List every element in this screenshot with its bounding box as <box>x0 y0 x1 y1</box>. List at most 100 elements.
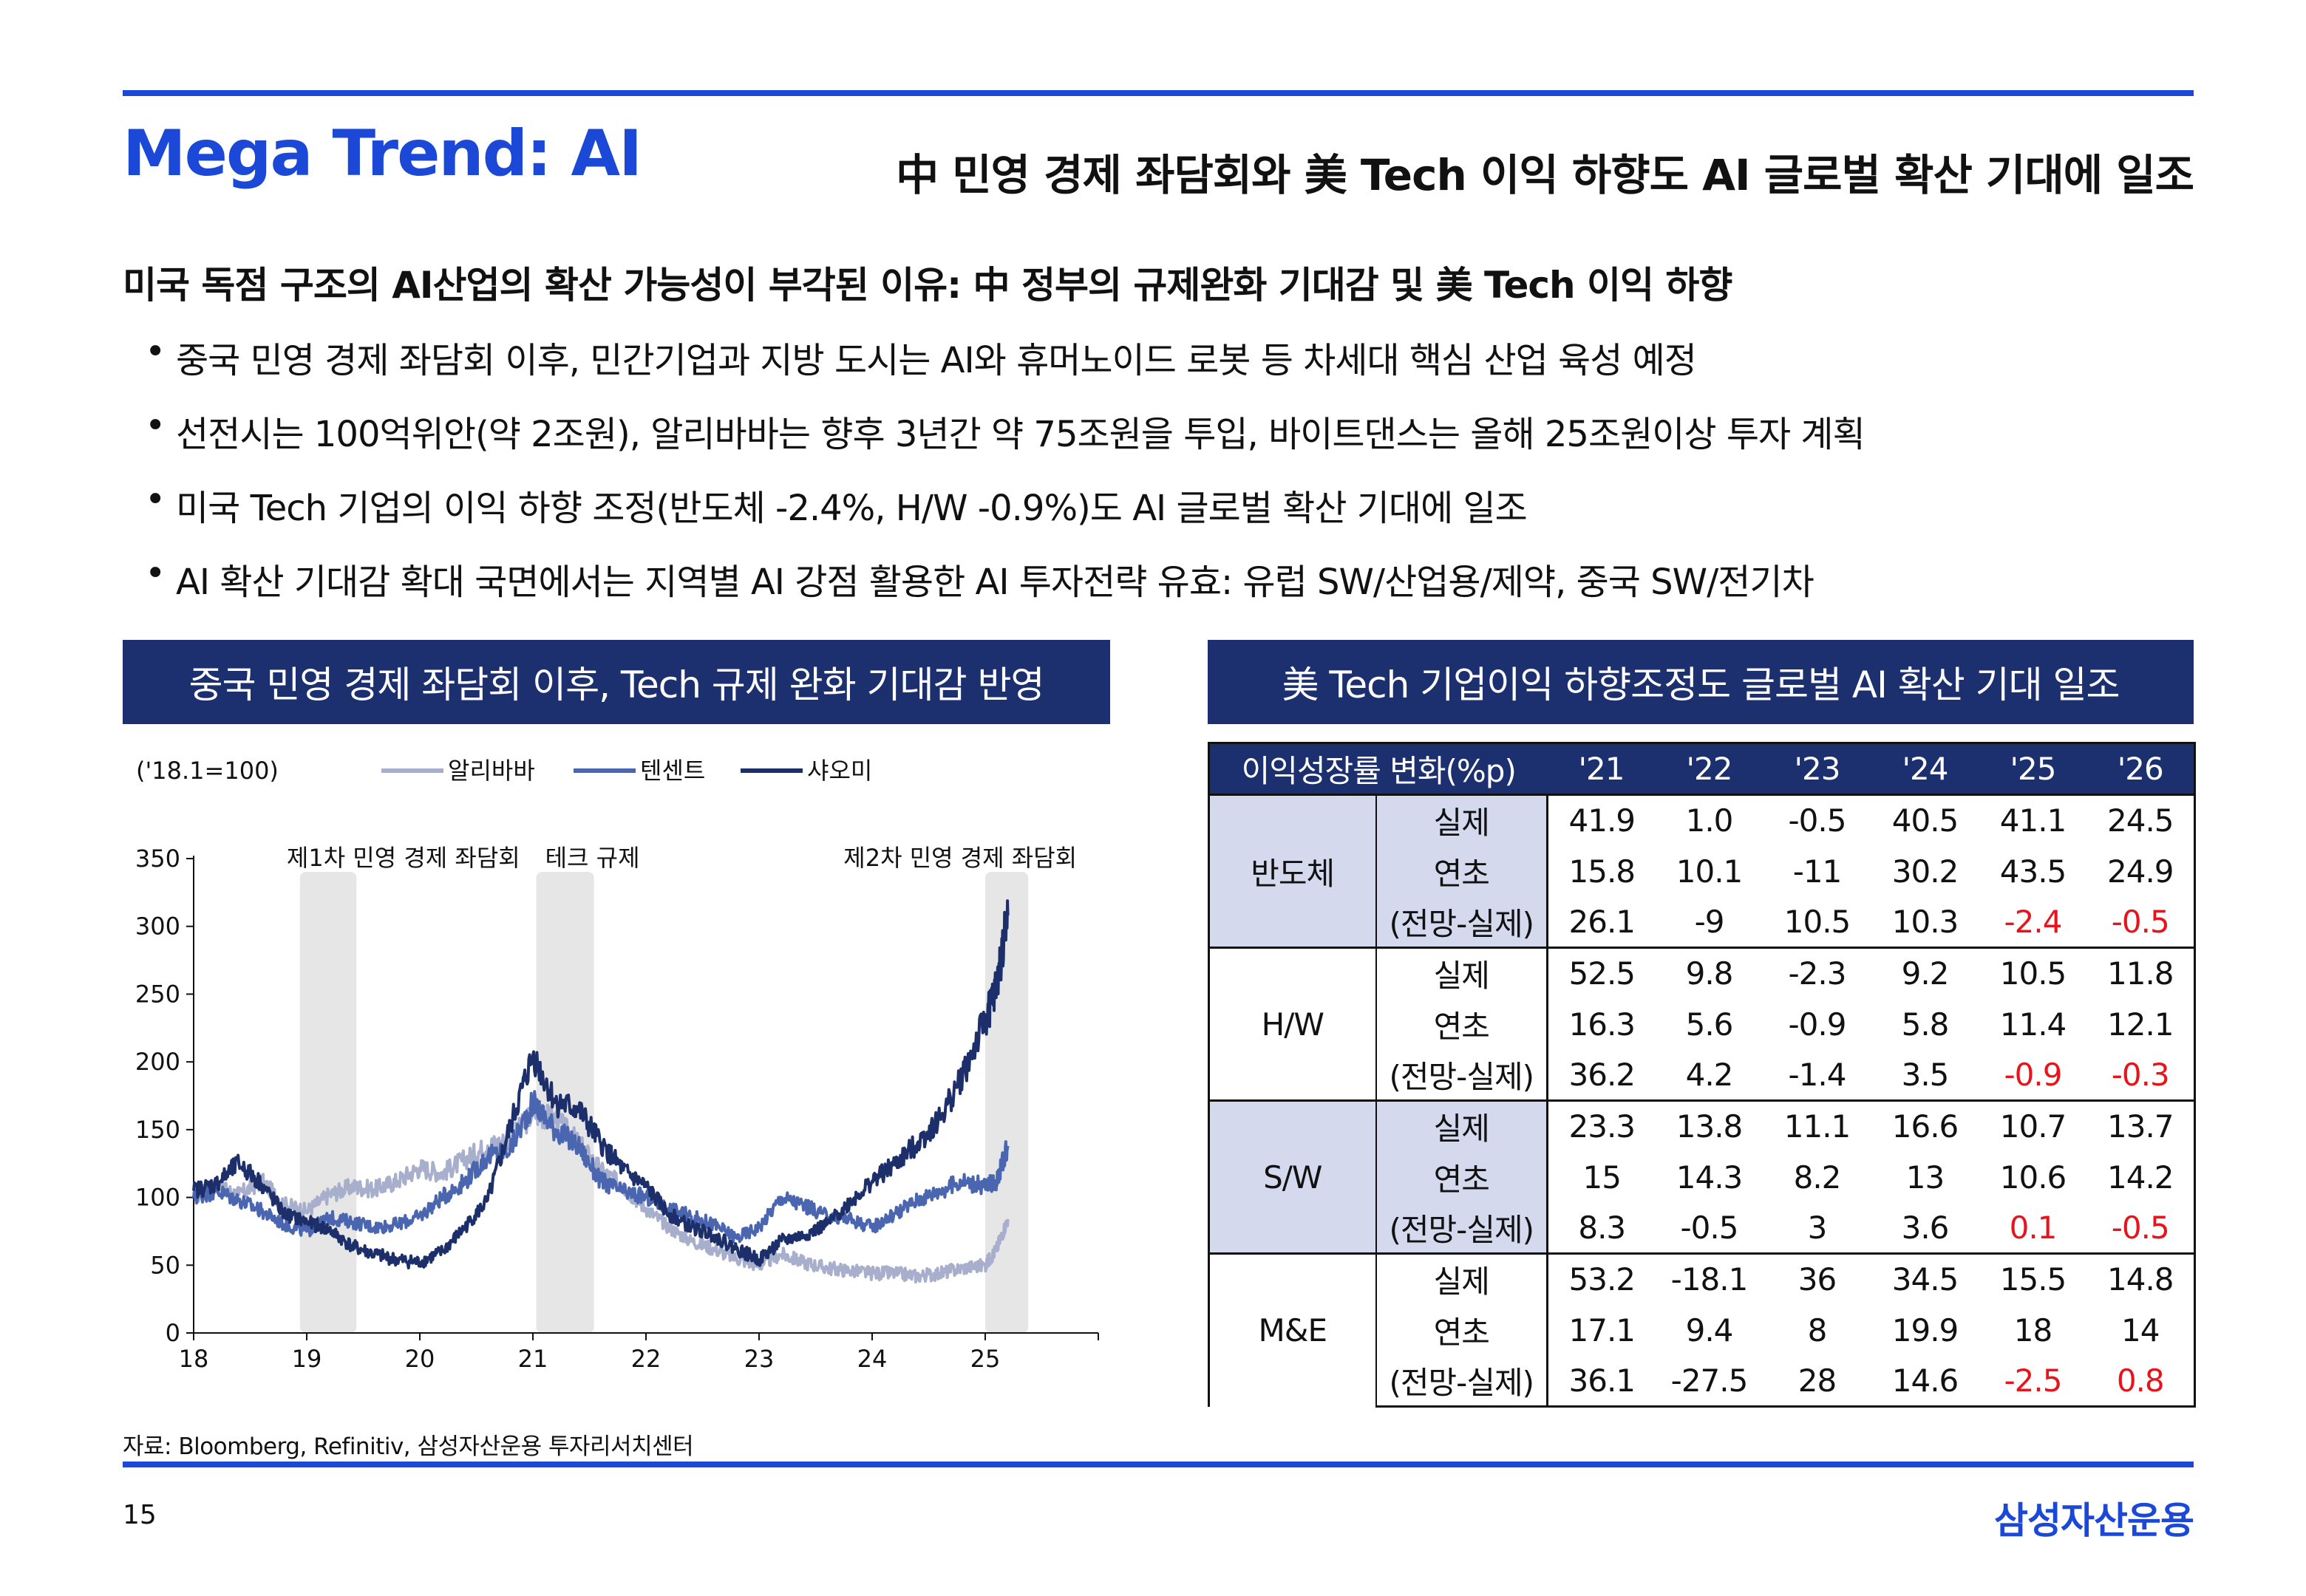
bullet-text: 선전시는 100억위안(약 2조원), 알리바바는 향후 3년간 약 75조원을… <box>176 414 1865 455</box>
table-header-cell: 이익성장률 변화(%p) <box>1208 743 1548 795</box>
table-header-cell: '23 <box>1763 743 1871 795</box>
x-tick-label: 20 <box>405 1345 435 1373</box>
page-title: Mega Trend: AI <box>123 117 642 191</box>
legend-label: 텐센트 <box>640 757 705 785</box>
bullet-item: • AI 확산 기대감 확대 국면에서는 지역별 AI 강점 활용한 AI 투자전… <box>145 553 2214 627</box>
value-cell: 9.4 <box>1685 1312 1734 1348</box>
table-row: 반도체 실제 41.9 1.0 -0.5 40.5 41.1 24.5 <box>1208 794 2197 948</box>
series-line-3 <box>192 899 1010 1269</box>
value-cell: -1.4 <box>1788 1056 1847 1093</box>
value-cell: 34.5 <box>1871 1252 1979 1305</box>
bullet-item: • 선전시는 100억위안(약 2조원), 알리바바는 향후 3년간 약 75조원… <box>145 405 2214 479</box>
table-row: (전망-실제) 36.1 -27.5 28 14.6 -2.5 0.8 <box>1209 1355 2197 1408</box>
sector-cell: 반도체 <box>1208 794 1377 948</box>
metric-cell: 실제 <box>1375 794 1549 846</box>
value-cell: 36.2 <box>1568 1056 1636 1093</box>
value-cell: -18.1 <box>1655 1252 1763 1305</box>
x-tick-label: 25 <box>970 1345 1001 1373</box>
bullet-text: 중국 민영 경제 좌담회 이후, 민간기업과 지방 도시는 AI와 휴머노이드 … <box>176 340 1697 381</box>
table-row: H/W 실제 52.5 9.8 -2.3 9.2 10.5 11.8 <box>1208 947 2197 1101</box>
metric-cell: (전망-실제) <box>1375 896 1549 948</box>
value-cell: 3.5 <box>1901 1056 1950 1093</box>
top-divider <box>123 90 2194 96</box>
table-row: (전망-실제) 26.1 -9 10.5 10.3 -2.4 -0.5 <box>1209 896 2197 948</box>
y-tick-label: 300 <box>135 913 180 941</box>
table-header-cell: '25 <box>1979 743 2087 795</box>
period-label: 제1차 민영 경제 좌담회 <box>287 844 520 872</box>
value-cell: 16.6 <box>1871 1099 1979 1152</box>
value-cell: 15 <box>1582 1159 1622 1196</box>
stock-chart: 제1차 민영 경제 좌담회 테크 규제 제2차 민영 경제 좌담회 0 50 100 150… <box>123 727 1110 1392</box>
value-cell: 16.3 <box>1568 1006 1636 1043</box>
value-cell: 11.4 <box>1999 1006 2067 1043</box>
value-cell: 41.9 <box>1547 794 1656 846</box>
value-cell: 41.1 <box>1979 794 2087 846</box>
metric-cell: 연초 <box>1375 1304 1549 1356</box>
table-row: 연초 16.3 5.6 -0.9 5.8 11.4 12.1 <box>1209 998 2197 1050</box>
bullet-item: • 미국 Tech 기업의 이익 하향 조정(반도체 -2.4%, H/W -0.… <box>145 479 2214 553</box>
value-cell: 4.2 <box>1685 1056 1734 1093</box>
value-cell: 40.5 <box>1871 794 1979 846</box>
stock-chart-svg: 제1차 민영 경제 좌담회 테크 규제 제2차 민영 경제 좌담회 0 50 100 150… <box>135 757 1099 1373</box>
value-cell: -27.5 <box>1655 1355 1763 1408</box>
bullet-dot: • <box>145 331 166 372</box>
y-tick-label: 200 <box>135 1048 180 1076</box>
page-headline: 中 민영 경제 좌담회와 美 Tech 이익 하향도 AI 글로벌 확산 기대에… <box>896 150 2194 200</box>
value-cell: -11 <box>1792 853 1843 890</box>
value-cell: 53.2 <box>1547 1252 1656 1305</box>
y-tick-label: 100 <box>135 1184 180 1212</box>
value-cell: 13.8 <box>1655 1099 1763 1152</box>
value-cell: 43.5 <box>1999 853 2067 890</box>
y-tick-label: 250 <box>135 980 180 1008</box>
x-tick-label: 23 <box>744 1345 775 1373</box>
metric-cell: 연초 <box>1375 845 1549 897</box>
metric-cell: 실제 <box>1375 947 1549 999</box>
x-tick-label: 18 <box>179 1345 209 1373</box>
value-cell: -0.3 <box>2086 1049 2197 1101</box>
x-tick-label: 22 <box>631 1345 661 1373</box>
metric-cell: 연초 <box>1375 1151 1549 1203</box>
value-cell: 28 <box>1763 1355 1871 1408</box>
sector-cell: M&E <box>1208 1252 1377 1407</box>
value-cell: 30.2 <box>1891 853 1959 890</box>
value-cell: 8.2 <box>1793 1159 1842 1196</box>
table-header-cell: '21 <box>1547 743 1656 795</box>
value-cell: -0.5 <box>1763 794 1871 846</box>
page-number: 15 <box>123 1500 157 1530</box>
table-header-cell: '22 <box>1655 743 1763 795</box>
metric-cell: 실제 <box>1375 1252 1549 1305</box>
value-cell: 3.6 <box>1901 1209 1950 1246</box>
value-cell: 14.3 <box>1676 1159 1744 1196</box>
shaded-period <box>299 872 357 1333</box>
value-cell: 9.8 <box>1655 947 1763 999</box>
x-tick-label: 24 <box>857 1345 888 1373</box>
table-row: 연초 15.8 10.1 -11 30.2 43.5 24.9 <box>1209 845 2197 897</box>
value-cell: 10.7 <box>1979 1099 2087 1152</box>
value-cell: 10.5 <box>1979 947 2087 999</box>
value-cell: 10.6 <box>1999 1159 2067 1196</box>
value-cell: 5.6 <box>1685 1006 1734 1043</box>
value-cell: 8 <box>1807 1312 1828 1348</box>
table-row: S/W 실제 23.3 13.8 11.1 16.6 10.7 13.7 <box>1208 1099 2197 1254</box>
value-cell: 12.1 <box>2086 998 2197 1050</box>
bullet-item: • 중국 민영 경제 좌담회 이후, 민간기업과 지방 도시는 AI와 휴머노이드… <box>145 331 2214 405</box>
bullet-dot: • <box>145 405 166 446</box>
sector-cell: H/W <box>1208 947 1377 1101</box>
table-header-row: 이익성장률 변화(%p) '21 '22 '23 '24 '25 '26 <box>1208 743 2195 795</box>
x-tick-label: 21 <box>518 1345 548 1373</box>
value-cell: 13 <box>1905 1159 1945 1196</box>
value-cell: 14.2 <box>2086 1151 2197 1203</box>
value-cell: 17.1 <box>1568 1312 1636 1348</box>
value-cell: 36.1 <box>1547 1355 1656 1408</box>
value-cell: 10.1 <box>1676 853 1744 890</box>
value-cell: 11.8 <box>2086 947 2197 999</box>
earnings-table-container: 이익성장률 변화(%p) '21 '22 '23 '24 '25 '26 반도체… <box>1208 742 2197 1408</box>
unit-note: ('18.1=100) <box>136 757 279 785</box>
value-cell: 19.9 <box>1891 1312 1959 1348</box>
brand-logo: 삼성자산운용 <box>1994 1499 2194 1542</box>
value-cell: -0.5 <box>1680 1209 1739 1246</box>
value-cell: -2.4 <box>2004 903 2063 940</box>
metric-cell: 연초 <box>1375 998 1549 1050</box>
value-cell: 14 <box>2086 1304 2197 1356</box>
value-cell: 0.8 <box>2086 1355 2197 1408</box>
